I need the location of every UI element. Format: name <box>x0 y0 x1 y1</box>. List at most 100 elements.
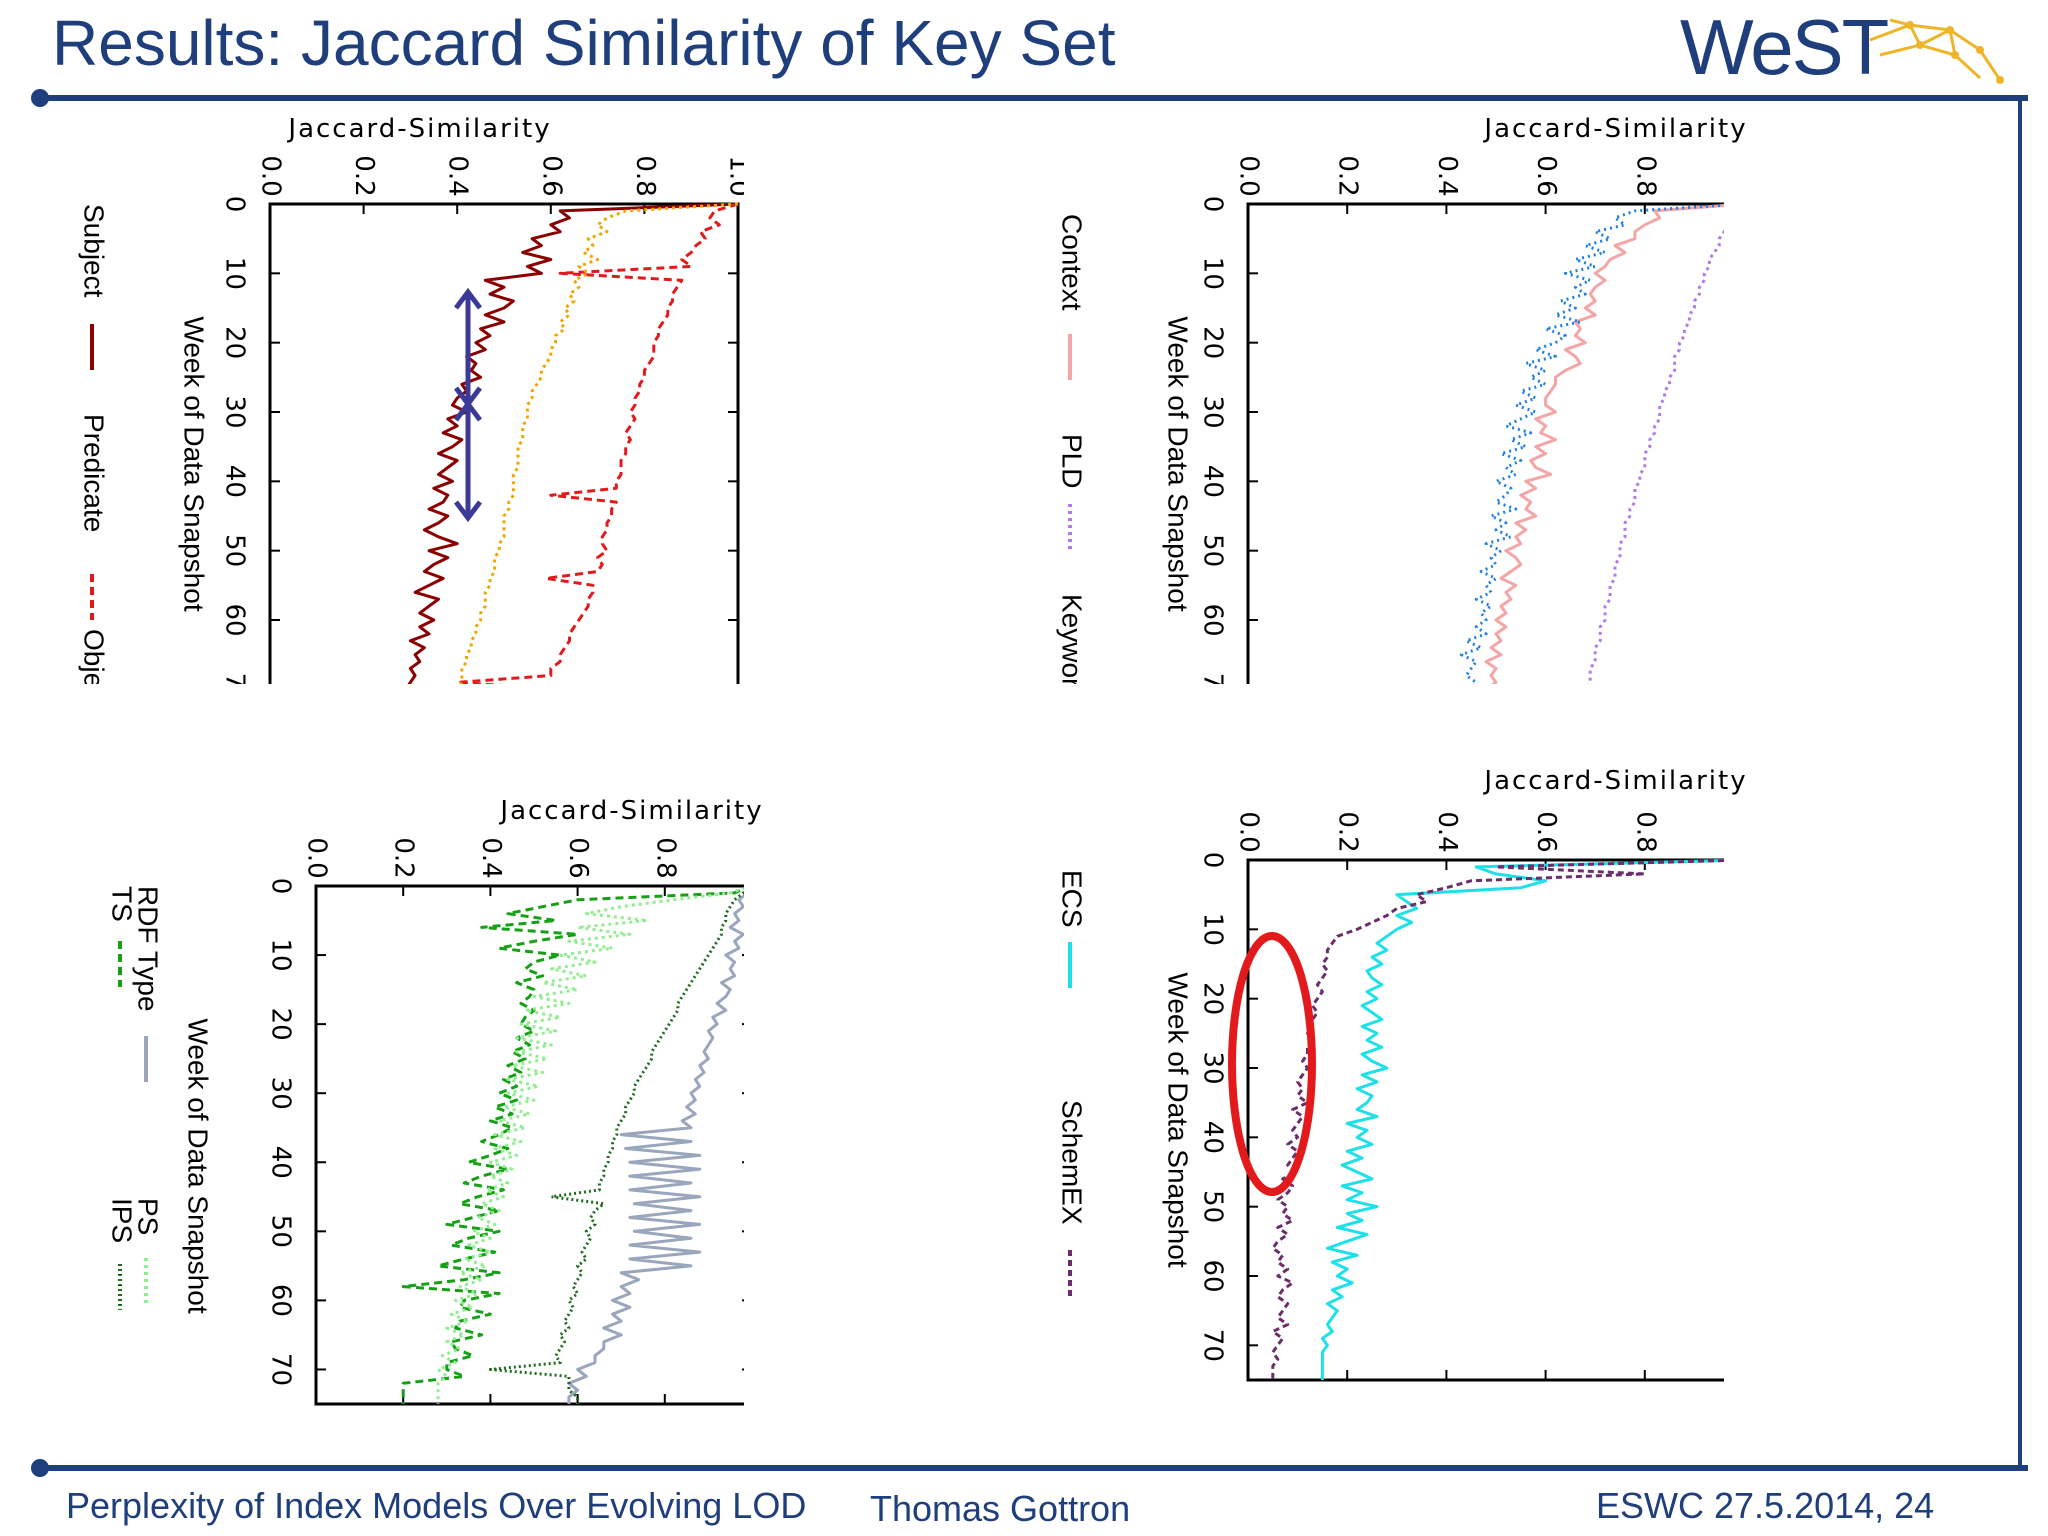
x-tick-label: 0 <box>266 878 296 895</box>
series-line-object <box>458 202 739 684</box>
x-axis-label: Week of Data Snapshot <box>179 316 210 611</box>
west-logo: WeST <box>1680 0 2010 98</box>
y-tick-label: 0.0 <box>302 837 332 878</box>
legend-entry: Subject <box>79 204 110 370</box>
footer-talk-title: Perplexity of Index Models Over Evolving… <box>66 1485 807 1526</box>
x-tick-label: 70 <box>1198 673 1228 684</box>
double-arrow-annotation <box>454 287 482 523</box>
legend-entry: Predicate <box>79 414 110 620</box>
x-tick-label: 30 <box>1198 1051 1228 1084</box>
chart-title: Jaccard-Similarity <box>1484 766 1748 796</box>
highlight-ellipse <box>1228 932 1316 1196</box>
x-tick-label: 40 <box>1198 1121 1228 1154</box>
y-tick-label: 0.8 <box>1630 811 1660 852</box>
arrow-head <box>454 500 482 523</box>
y-tick-label: 0.4 <box>476 837 506 878</box>
plot-frame <box>1246 858 1724 1382</box>
legend-entry: Object <box>79 629 110 684</box>
x-tick-label: 10 <box>1198 913 1228 946</box>
y-tick-label: 0.2 <box>349 155 379 196</box>
x-tick-label: 50 <box>266 1215 296 1248</box>
series-line-ecs <box>1320 859 1724 1380</box>
arrow-head <box>454 287 482 310</box>
x-tick-label: 20 <box>220 326 250 359</box>
y-tick-label: 0.6 <box>1531 811 1561 852</box>
y-tick-label: 0.2 <box>389 837 419 878</box>
chart-title: Jaccard-Similarity <box>288 114 552 144</box>
chart-types: 0.0 0.2 0.4 0.6 0.8 1.0 0 10 20 30 40 50 60 70 Week of… <box>107 837 744 1406</box>
x-tick-label: 70 <box>220 673 250 684</box>
legend-label: RDF Type <box>133 886 164 1012</box>
chart-panel-keys: Jaccard-Similarity 0.0 0.2 0.4 0.6 0.8 1.0 0 10… <box>40 104 744 684</box>
chart-title: Jaccard-Similarity <box>500 796 764 826</box>
x-tick-label: 30 <box>220 395 250 428</box>
x-axis-label: Week of Data Snapshot <box>1163 972 1194 1267</box>
x-tick-label: 40 <box>1198 465 1228 498</box>
chart-panel-meta: Jaccard-Similarity 0.00.20.40.60.81.0010… <box>1020 104 1746 684</box>
x-tick-label: 60 <box>266 1284 296 1317</box>
x-tick-label: 30 <box>266 1077 296 1110</box>
legend-entry: ECS <box>1057 870 1088 988</box>
x-tick-label: 70 <box>266 1353 296 1386</box>
legend-label: ECS <box>1057 870 1088 928</box>
x-tick-label: 60 <box>1198 1259 1228 1292</box>
series-line-subject <box>407 202 739 684</box>
y-tick-label: 0.4 <box>1432 811 1462 852</box>
x-tick-label: 10 <box>1198 257 1228 290</box>
footer-venue-page: ESWC 27.5.2014, 24 <box>1596 1485 1935 1526</box>
x-tick-label: 20 <box>1198 982 1228 1015</box>
y-tick-label: 0.4 <box>1432 155 1462 196</box>
x-tick-label: 0 <box>1198 196 1228 213</box>
chart-keys: 0.0 0.2 0.4 0.6 0.8 1.0 0 10 20 30 40 50 60 70 Week of… <box>79 155 745 684</box>
legend-label: SchemEX <box>1057 1100 1088 1225</box>
x-tick-label: 60 <box>220 603 250 636</box>
x-tick-label: 20 <box>266 1008 296 1041</box>
x-tick-label: 50 <box>1198 1190 1228 1223</box>
x-tick-label: 50 <box>1198 534 1228 567</box>
y-tick-label: 0.0 <box>1234 811 1264 852</box>
x-tick-label: 10 <box>220 257 250 290</box>
legend-label: PS <box>133 1198 164 1235</box>
legend-entry: Context <box>1057 214 1088 380</box>
legend-entry: RDF Type <box>133 886 164 1082</box>
series-line-schemex <box>1271 859 1724 1380</box>
legend-label: Predicate <box>79 414 110 532</box>
y-tick-label: 1.0 <box>724 155 745 196</box>
legend-entry: IPS <box>107 1198 138 1310</box>
series-line-ips <box>488 890 744 1404</box>
x-axis-label: Week of Data Snapshot <box>183 1018 214 1313</box>
arrow-head <box>454 399 482 422</box>
x-tick-label: 40 <box>220 465 250 498</box>
y-tick-label: 0.0 <box>1234 155 1264 196</box>
x-tick-label: 0 <box>1198 852 1228 869</box>
y-tick-label: 0.8 <box>1630 155 1660 196</box>
footer-author: Thomas Gottron <box>870 1488 1131 1529</box>
legend-label: Keywords <box>1057 594 1088 684</box>
series-line-context <box>1484 204 1724 684</box>
series-line-keywords <box>1459 203 1724 684</box>
slide-title: Results: Jaccard Similarity of Key Set <box>52 7 1116 79</box>
x-tick-label: 30 <box>1198 395 1228 428</box>
x-tick-label: 60 <box>1198 603 1228 636</box>
plot-frame <box>268 202 740 684</box>
x-tick-label: 50 <box>220 534 250 567</box>
x-tick-label: 10 <box>266 939 296 972</box>
y-tick-label: 0.6 <box>563 837 593 878</box>
logo-wordmark: WeST <box>1680 3 1889 91</box>
series-line-rdf-type <box>567 893 744 1404</box>
legend-entry: PLD <box>1057 434 1088 550</box>
legend-entry: SchemEX <box>1057 1100 1088 1296</box>
y-tick-label: 0.6 <box>1531 155 1561 196</box>
series-line-ts <box>401 887 744 1404</box>
series-line-ps <box>436 886 744 1404</box>
chart-panel-types: Jaccard-Similarity 0.0 0.2 0.4 0.6 0.8 1.0 0 10… <box>40 786 762 1406</box>
legend-label: Subject <box>79 204 110 298</box>
legend-entry: Keywords <box>1057 594 1088 684</box>
legend-label: IPS <box>107 1198 138 1243</box>
plot-frame <box>314 884 744 1406</box>
series-line-predicate <box>455 202 739 684</box>
legend-entry: PS <box>133 1198 164 1304</box>
